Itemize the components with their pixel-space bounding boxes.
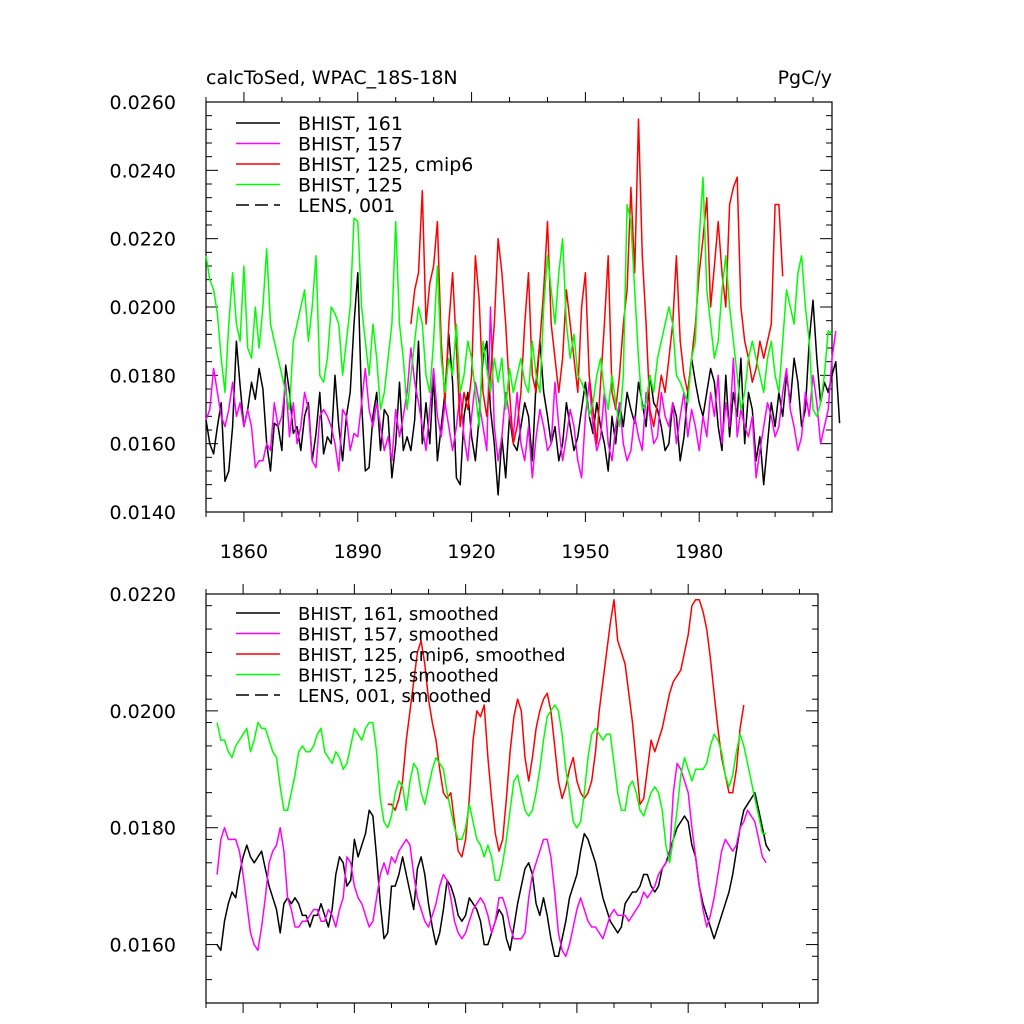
y-tick-label-0.0160: 0.0160	[110, 434, 176, 456]
chart-bottom: 0.0160 0.0180 0.0200 0.0220 BHIST, 161, smoo…	[110, 584, 819, 1013]
series-line-bhist-157-smoothed	[216, 762, 767, 958]
chart-title-left: calcToSed, WPAC_18S-18N	[206, 67, 458, 89]
x-tick-label-1950: 1950	[561, 541, 609, 563]
x-tick-label-1890: 1890	[334, 541, 382, 563]
legend-label-bhist-161: BHIST, 161	[298, 113, 403, 135]
series-line-bhist-125-smoothed	[216, 704, 767, 882]
y-tick-label-0.0140: 0.0140	[110, 502, 176, 524]
chart-top: calcToSed, WPAC_18S-18N PgC/y 1860 1890 1920…	[110, 67, 841, 563]
y-tick-label-0.0220: 0.0220	[110, 584, 176, 606]
legend-label-lens-001: LENS, 001	[298, 195, 395, 217]
y-tick-label-0.0240: 0.0240	[110, 160, 176, 182]
series-line-bhist-157	[205, 306, 837, 479]
legend-label-bhist-161-smoothed: BHIST, 161, smoothed	[298, 604, 499, 625]
series-line-bhist-125-cmip6	[410, 118, 784, 445]
x-tick-label-1980: 1980	[675, 541, 723, 563]
x-tick-label-1860: 1860	[220, 541, 268, 563]
plot-frame	[205, 593, 819, 1004]
series-line-bhist-125-cmip6-smoothed	[387, 599, 745, 858]
legend-label-bhist-125-smoothed: BHIST, 125, smoothed	[298, 666, 499, 687]
y-tick-label-0.0180: 0.0180	[110, 818, 176, 840]
y-tick-label-0.0160: 0.0160	[110, 935, 176, 957]
y-tick-label-0.0220: 0.0220	[110, 229, 176, 251]
legend-label-bhist-125-cmip6-smoothed: BHIST, 125, cmip6, smoothed	[298, 645, 566, 666]
series-line-bhist-125	[205, 176, 833, 428]
legend-label-bhist-157: BHIST, 157	[298, 134, 403, 156]
legend-label-bhist-125-cmip6: BHIST, 125, cmip6	[298, 154, 473, 176]
y-tick-label-0.0200: 0.0200	[110, 701, 176, 723]
y-tick-label-0.0260: 0.0260	[110, 92, 176, 114]
legend-label-lens-001-smoothed: LENS, 001, smoothed	[298, 686, 491, 707]
y-tick-label-0.0200: 0.0200	[110, 297, 176, 319]
chart-title-right: PgC/y	[778, 67, 832, 89]
legend-label-bhist-125: BHIST, 125	[298, 175, 403, 197]
x-tick-label-1920: 1920	[447, 541, 495, 563]
y-tick-label-0.0180: 0.0180	[110, 365, 176, 387]
legend-label-bhist-157-smoothed: BHIST, 157, smoothed	[298, 625, 499, 646]
